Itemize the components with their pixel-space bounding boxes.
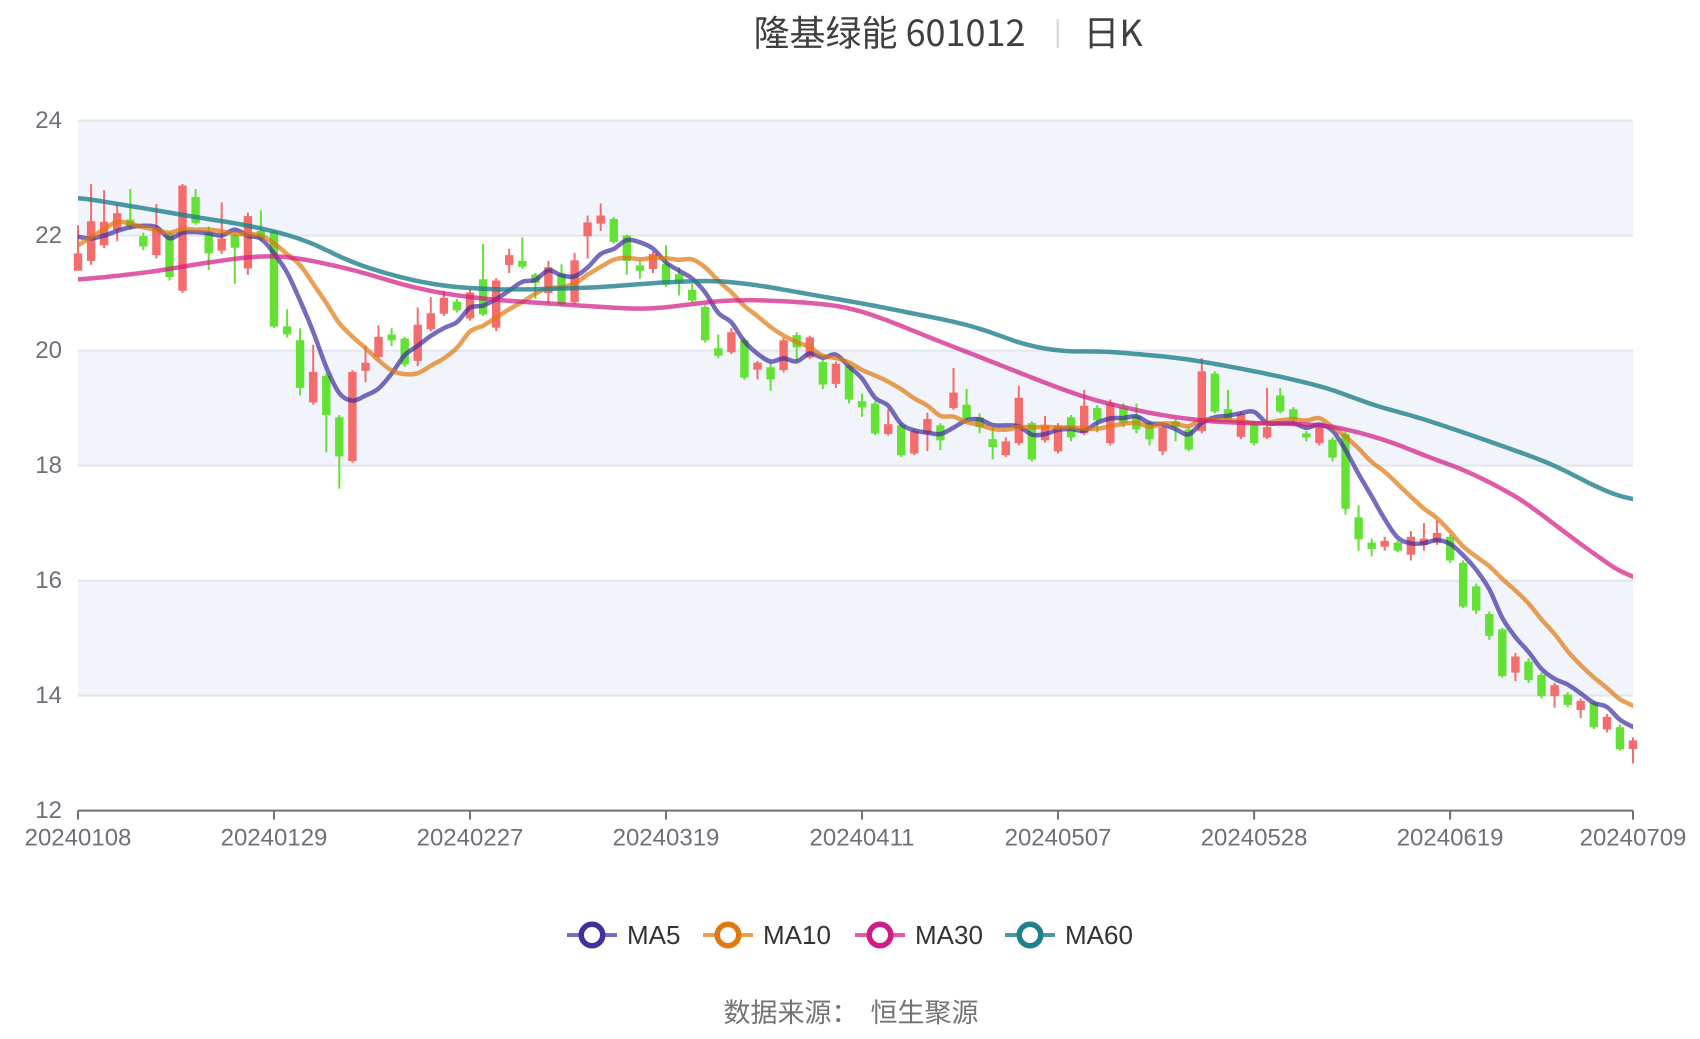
svg-text:MA5: MA5 [627, 920, 680, 950]
svg-text:20240507: 20240507 [1005, 825, 1112, 852]
svg-text:22: 22 [35, 222, 62, 249]
svg-text:MA10: MA10 [763, 920, 831, 950]
svg-text:MA30: MA30 [915, 920, 983, 950]
svg-text:18: 18 [35, 452, 62, 479]
svg-text:12: 12 [35, 797, 62, 824]
svg-text:20240411: 20240411 [810, 825, 915, 852]
svg-text:14: 14 [35, 682, 62, 709]
svg-text:16: 16 [35, 567, 62, 594]
svg-text:20240709: 20240709 [1580, 825, 1687, 852]
svg-text:20: 20 [35, 337, 62, 364]
svg-text:20240108: 20240108 [25, 825, 132, 852]
svg-text:20240227: 20240227 [417, 825, 524, 852]
svg-text:MA60: MA60 [1065, 920, 1133, 950]
svg-text:20240528: 20240528 [1201, 825, 1308, 852]
svg-text:20240129: 20240129 [221, 825, 328, 852]
svg-text:24: 24 [35, 107, 62, 134]
svg-text:20240619: 20240619 [1397, 825, 1504, 852]
svg-text:20240319: 20240319 [613, 825, 720, 852]
